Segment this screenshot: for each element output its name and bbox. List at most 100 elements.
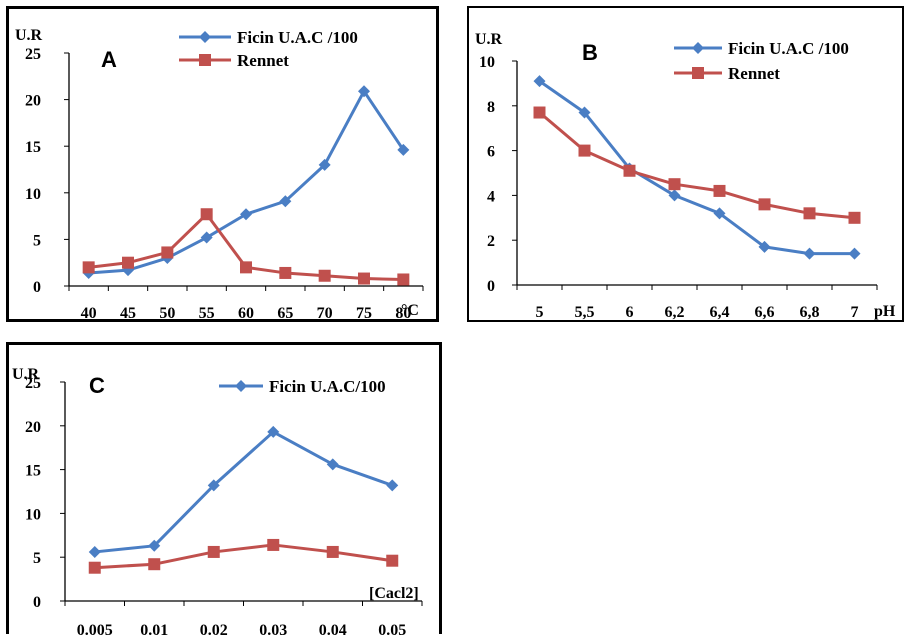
chart-b-point-ficin bbox=[803, 247, 816, 260]
chart-c-x-tick-label: 0.01 bbox=[140, 622, 168, 637]
chart-a-point-rennet bbox=[82, 261, 95, 274]
chart-a-point-rennet bbox=[318, 269, 331, 282]
chart-a-x-tick-label: 55 bbox=[199, 305, 215, 322]
chart-b-y-tick-label: 10 bbox=[479, 54, 495, 71]
chart-b-series-line-0 bbox=[538, 79, 855, 256]
chart-c-point-ficin bbox=[88, 545, 101, 558]
chart-a-point-ficin bbox=[240, 208, 252, 221]
chart-b-x-tick-label: 5 bbox=[536, 304, 544, 321]
chart-c-point-rennet bbox=[207, 545, 220, 558]
chart-b-point-rennet bbox=[848, 211, 861, 224]
chart-a-y-tick-label: 25 bbox=[25, 46, 41, 63]
chart-b-point-rennet bbox=[713, 184, 726, 197]
chart-a-point-rennet bbox=[279, 266, 292, 279]
chart-a-point-rennet bbox=[397, 273, 410, 286]
chart-b-panel-letter: B bbox=[582, 40, 598, 65]
chart-b-y-tick-label: 4 bbox=[487, 188, 495, 205]
chart-b-y-tick-label: 6 bbox=[487, 144, 495, 161]
chart-a-x-tick-label: 65 bbox=[277, 305, 293, 322]
chart-c-y-tick-label: 0 bbox=[33, 594, 41, 611]
chart-c-point-rennet bbox=[267, 538, 280, 551]
chart-c-panel-letter: C bbox=[89, 373, 105, 398]
chart-panel-a: 0 5 10 15 20 25 40 45 50 55 60 65 70 75 80 U.R °C A Ficin … bbox=[6, 6, 439, 322]
chart-a-y-tick-label: 5 bbox=[33, 232, 41, 249]
chart-c-point-ficin bbox=[207, 479, 220, 492]
chart-c-point-ficin bbox=[267, 425, 280, 438]
chart-a-y-tick-label: 10 bbox=[25, 186, 41, 203]
chart-c-y-tick-label: 15 bbox=[25, 463, 41, 480]
chart-b-x-tick-label: 6,4 bbox=[710, 304, 730, 321]
chart-a-point-rennet bbox=[122, 256, 134, 269]
chart-b-x-tick-label: 6,6 bbox=[755, 304, 775, 321]
chart-a-point-rennet bbox=[200, 208, 213, 221]
chart-a-y-tick-label: 20 bbox=[25, 93, 41, 110]
chart-c-x-tick-label: 0.04 bbox=[319, 622, 347, 637]
chart-c-svg: 0 5 10 15 20 25 0.005 0.01 0.02 0.03 0.04 0.05 U.R [C… bbox=[12, 366, 423, 637]
chart-a-series-line-0 bbox=[88, 89, 405, 275]
chart-a-legend-label: Rennet bbox=[237, 51, 289, 70]
chart-b-y-axis-label: U.R bbox=[475, 31, 503, 48]
chart-b-x-tick-label: 6 bbox=[626, 304, 634, 321]
chart-c-legend-marker bbox=[235, 380, 247, 392]
chart-c-point-rennet bbox=[326, 545, 339, 558]
chart-c-series-line-0 bbox=[94, 430, 393, 554]
chart-b-legend-marker bbox=[692, 67, 704, 79]
chart-a-point-rennet bbox=[161, 246, 174, 259]
chart-b-y-tick-label: 0 bbox=[487, 278, 495, 295]
chart-a-point-ficin bbox=[279, 195, 292, 208]
chart-a-point-ficin bbox=[397, 143, 410, 156]
chart-b-y-tick-label: 8 bbox=[487, 99, 495, 116]
chart-b-point-rennet bbox=[668, 178, 681, 191]
chart-a-y-tick-label: 0 bbox=[33, 279, 41, 296]
chart-a-legend-label: Ficin U.A.C /100 bbox=[237, 28, 358, 47]
chart-b-legend-label: Ficin U.A.C /100 bbox=[728, 39, 849, 58]
chart-b-legend-marker bbox=[692, 42, 704, 54]
chart-b-point-ficin bbox=[713, 207, 726, 220]
chart-panel-b: 0 2 4 6 8 10 5 5,5 6 6,2 6,4 6,6 6,8 7 U.R pH B Ficin U.A… bbox=[467, 6, 904, 322]
chart-b-legend-label: Rennet bbox=[728, 64, 780, 83]
chart-b-point-ficin bbox=[668, 189, 681, 202]
chart-a-point-ficin bbox=[200, 231, 213, 244]
chart-b-x-tick-label: 5,5 bbox=[575, 304, 595, 321]
chart-b-series-line-1 bbox=[538, 111, 855, 220]
chart-a-panel-letter: A bbox=[101, 47, 117, 72]
chart-a-point-ficin bbox=[318, 158, 331, 171]
chart-b-point-ficin bbox=[848, 247, 861, 260]
chart-a-x-axis-label: °C bbox=[401, 302, 419, 319]
chart-a-legend-marker bbox=[199, 31, 211, 43]
chart-c-x-tick-label: 0.005 bbox=[77, 622, 113, 637]
chart-b-point-rennet bbox=[803, 207, 816, 220]
chart-c-x-axis-label: [Cacl2] bbox=[369, 585, 419, 602]
chart-a-x-tick-label: 40 bbox=[81, 305, 97, 322]
chart-b-point-rennet bbox=[623, 164, 636, 177]
chart-a-point-rennet bbox=[240, 261, 252, 274]
chart-b-point-ficin bbox=[758, 240, 771, 253]
chart-b-x-tick-label: 6,2 bbox=[665, 304, 685, 321]
chart-a-point-rennet bbox=[358, 272, 370, 285]
chart-c-series-line-1 bbox=[94, 543, 393, 570]
chart-c-x-tick-label: 0.03 bbox=[259, 622, 287, 637]
chart-a-point-ficin bbox=[358, 85, 370, 98]
chart-a-x-tick-label: 60 bbox=[238, 305, 254, 322]
chart-c-point-ficin bbox=[386, 479, 399, 492]
chart-c-point-rennet bbox=[148, 558, 161, 571]
chart-c-point-rennet bbox=[88, 561, 101, 574]
chart-c-y-axis-label: U.R bbox=[12, 366, 40, 383]
chart-c-y-tick-label: 10 bbox=[25, 506, 41, 523]
chart-c-legend-label: Ficin U.A.C/100 bbox=[269, 377, 386, 396]
chart-b-point-ficin bbox=[578, 106, 591, 119]
chart-a-legend-marker bbox=[199, 54, 211, 66]
chart-a-x-tick-label: 50 bbox=[159, 305, 175, 322]
chart-a-x-tick-label: 70 bbox=[317, 305, 333, 322]
chart-b-x-axis-label: pH bbox=[874, 303, 896, 320]
chart-c-y-tick-label: 20 bbox=[25, 419, 41, 436]
chart-b-point-ficin bbox=[533, 75, 546, 88]
chart-c-y-tick-label: 25 bbox=[25, 375, 41, 392]
chart-c-x-tick-label: 0.02 bbox=[200, 622, 228, 637]
chart-a-y-axis-label: U.R bbox=[15, 27, 43, 44]
chart-c-y-tick-label: 5 bbox=[33, 550, 41, 567]
chart-b-svg: 0 2 4 6 8 10 5 5,5 6 6,2 6,4 6,6 6,8 7 U.R pH B Ficin U.A… bbox=[475, 31, 896, 321]
chart-b-x-tick-label: 6,8 bbox=[800, 304, 820, 321]
chart-c-point-ficin bbox=[148, 539, 161, 552]
chart-panel-c: 0 5 10 15 20 25 0.005 0.01 0.02 0.03 0.04 0.05 U.R [C… bbox=[6, 342, 442, 637]
